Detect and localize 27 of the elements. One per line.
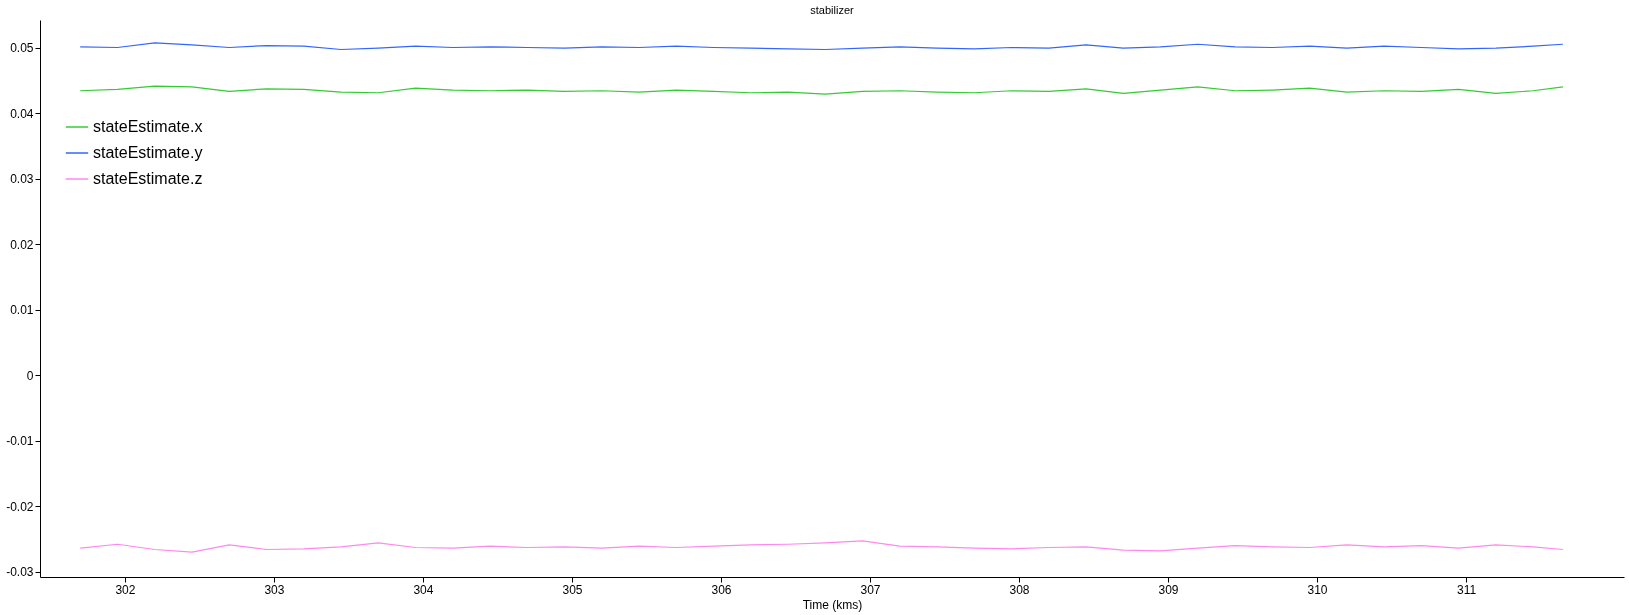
line-series: [79, 85, 1564, 95]
y-tick-label: 0: [26, 368, 34, 383]
x-tick-label: 310: [1307, 582, 1328, 597]
x-tick-label: 303: [264, 582, 285, 597]
chart-title: stabilizer: [810, 4, 855, 16]
legend-label: stateEstimate.y: [93, 144, 203, 161]
x-axis-title: Time (kms): [802, 597, 863, 612]
x-tick-label: 302: [115, 582, 136, 597]
y-tick-label: 0.03: [10, 172, 34, 187]
line-series: [79, 42, 1564, 51]
x-tick-label: 306: [711, 582, 732, 597]
x-tick-label: 305: [562, 582, 583, 597]
x-tick-label: 309: [1158, 582, 1179, 597]
line-series: [79, 540, 1564, 553]
y-tick-label: -0.01: [6, 434, 34, 449]
legend-label: stateEstimate.z: [93, 170, 203, 187]
x-tick-label: 307: [860, 582, 881, 597]
y-tick-label: -0.03: [6, 565, 34, 580]
x-tick-label: 304: [413, 582, 434, 597]
legend-label: stateEstimate.x: [93, 118, 203, 135]
x-tick-label: 311: [1456, 582, 1477, 597]
y-tick-label: -0.02: [6, 499, 34, 514]
y-tick-label: 0.05: [10, 41, 34, 56]
y-tick-label: 0.02: [10, 237, 34, 252]
y-tick-label: 0.01: [10, 303, 34, 318]
x-tick-label: 308: [1009, 582, 1030, 597]
y-tick-label: 0.04: [10, 106, 34, 121]
